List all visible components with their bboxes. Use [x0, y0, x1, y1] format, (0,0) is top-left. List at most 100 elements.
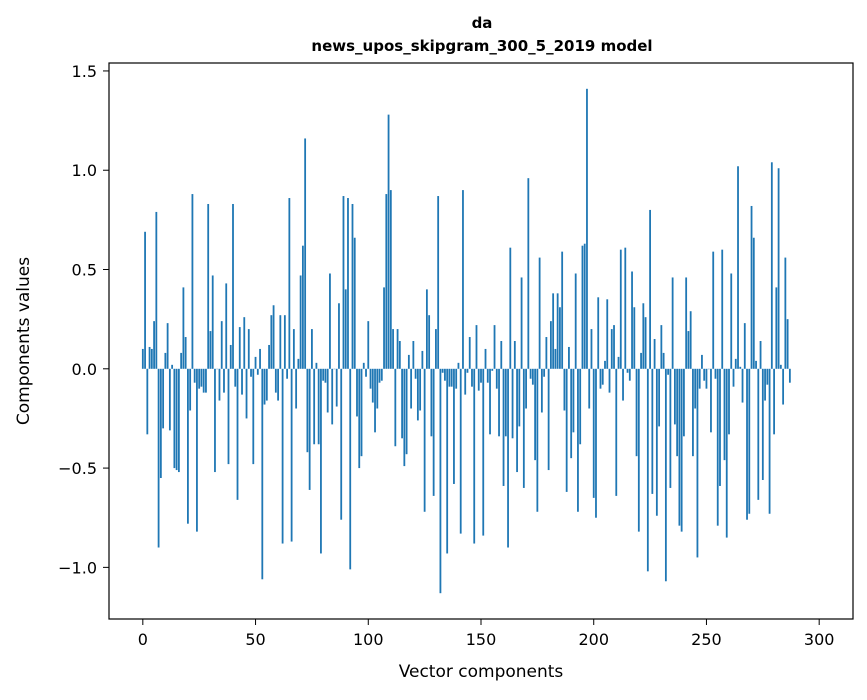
bar-229 [658, 369, 660, 427]
x-tick-label-6: 300 [804, 630, 835, 649]
bar-67 [293, 329, 295, 369]
bar-series [142, 89, 791, 593]
bar-136 [449, 369, 451, 387]
bar-250 [706, 369, 708, 389]
bar-272 [755, 361, 757, 369]
bar-72 [304, 138, 306, 368]
bar-38 [228, 369, 230, 464]
bar-146 [471, 369, 473, 387]
bar-235 [672, 277, 674, 368]
bar-99 [365, 369, 367, 377]
bar-69 [297, 359, 299, 369]
bar-207 [609, 369, 611, 393]
bar-160 [503, 369, 505, 486]
bar-142 [462, 190, 464, 369]
bar-84 [331, 369, 333, 425]
bar-243 [690, 311, 692, 369]
bar-182 [552, 293, 554, 368]
bar-152 [485, 349, 487, 369]
bar-120 [412, 341, 414, 369]
bar-230 [660, 325, 662, 369]
bar-129 [433, 369, 435, 496]
bar-240 [683, 369, 685, 437]
bar-175 [536, 369, 538, 512]
bar-25 [198, 369, 200, 389]
bar-92 [349, 369, 351, 570]
bar-196 [584, 244, 586, 369]
bar-268 [746, 369, 748, 520]
bar-148 [476, 325, 478, 369]
bar-222 [642, 303, 644, 369]
bar-266 [742, 369, 744, 403]
bar-269 [748, 369, 750, 514]
bar-130 [435, 329, 437, 369]
bar-260 [728, 369, 730, 435]
bar-177 [541, 369, 543, 413]
bar-22 [192, 194, 194, 369]
bar-247 [699, 369, 701, 389]
bar-109 [388, 115, 390, 369]
bar-56 [268, 345, 270, 369]
bar-244 [692, 369, 694, 456]
bar-15 [176, 369, 178, 470]
bar-128 [431, 369, 433, 437]
bar-157 [496, 369, 498, 389]
bar-220 [638, 369, 640, 532]
bar-165 [514, 341, 516, 369]
bar-104 [376, 369, 378, 409]
bar-203 [600, 369, 602, 389]
bar-180 [548, 369, 550, 470]
bar-50 [255, 357, 257, 369]
bar-153 [487, 369, 489, 383]
bar-138 [453, 369, 455, 484]
bar-70 [300, 275, 302, 368]
bar-13 [171, 365, 173, 369]
bar-40 [232, 204, 234, 369]
bar-73 [307, 369, 309, 452]
bar-151 [482, 369, 484, 536]
bar-202 [597, 297, 599, 368]
bar-258 [724, 369, 726, 460]
bar-223 [645, 317, 647, 369]
bar-194 [579, 369, 581, 444]
bar-29 [207, 204, 209, 369]
bar-221 [640, 353, 642, 369]
bar-122 [417, 369, 419, 421]
plot-frame [109, 63, 853, 619]
bar-102 [372, 369, 374, 403]
bar-228 [656, 369, 658, 516]
bar-283 [780, 365, 782, 369]
bar-252 [710, 369, 712, 433]
bar-238 [679, 369, 681, 526]
bar-17 [180, 353, 182, 369]
y-tick-label-4: 1.0 [72, 161, 97, 180]
bar-59 [275, 369, 277, 393]
bar-150 [480, 369, 482, 383]
bar-34 [219, 369, 221, 401]
bar-199 [591, 329, 593, 369]
bar-275 [762, 369, 764, 480]
bar-110 [390, 190, 392, 369]
bar-205 [604, 361, 606, 369]
bar-139 [455, 369, 457, 389]
bar-161 [505, 369, 507, 437]
bar-193 [577, 369, 579, 512]
bar-115 [401, 369, 403, 439]
bar-164 [512, 369, 514, 439]
bar-215 [627, 369, 629, 373]
bar-46 [246, 369, 248, 419]
bar-167 [518, 369, 520, 427]
bar-226 [651, 369, 653, 494]
bar-112 [394, 369, 396, 446]
bar-89 [343, 196, 345, 369]
bar-111 [392, 329, 394, 369]
bar-224 [647, 369, 649, 572]
bar-214 [624, 248, 626, 369]
bar-0 [142, 349, 144, 369]
bar-259 [726, 369, 728, 538]
bar-234 [669, 369, 671, 488]
bar-106 [381, 369, 383, 381]
bar-74 [309, 369, 311, 490]
bar-75 [311, 329, 313, 369]
